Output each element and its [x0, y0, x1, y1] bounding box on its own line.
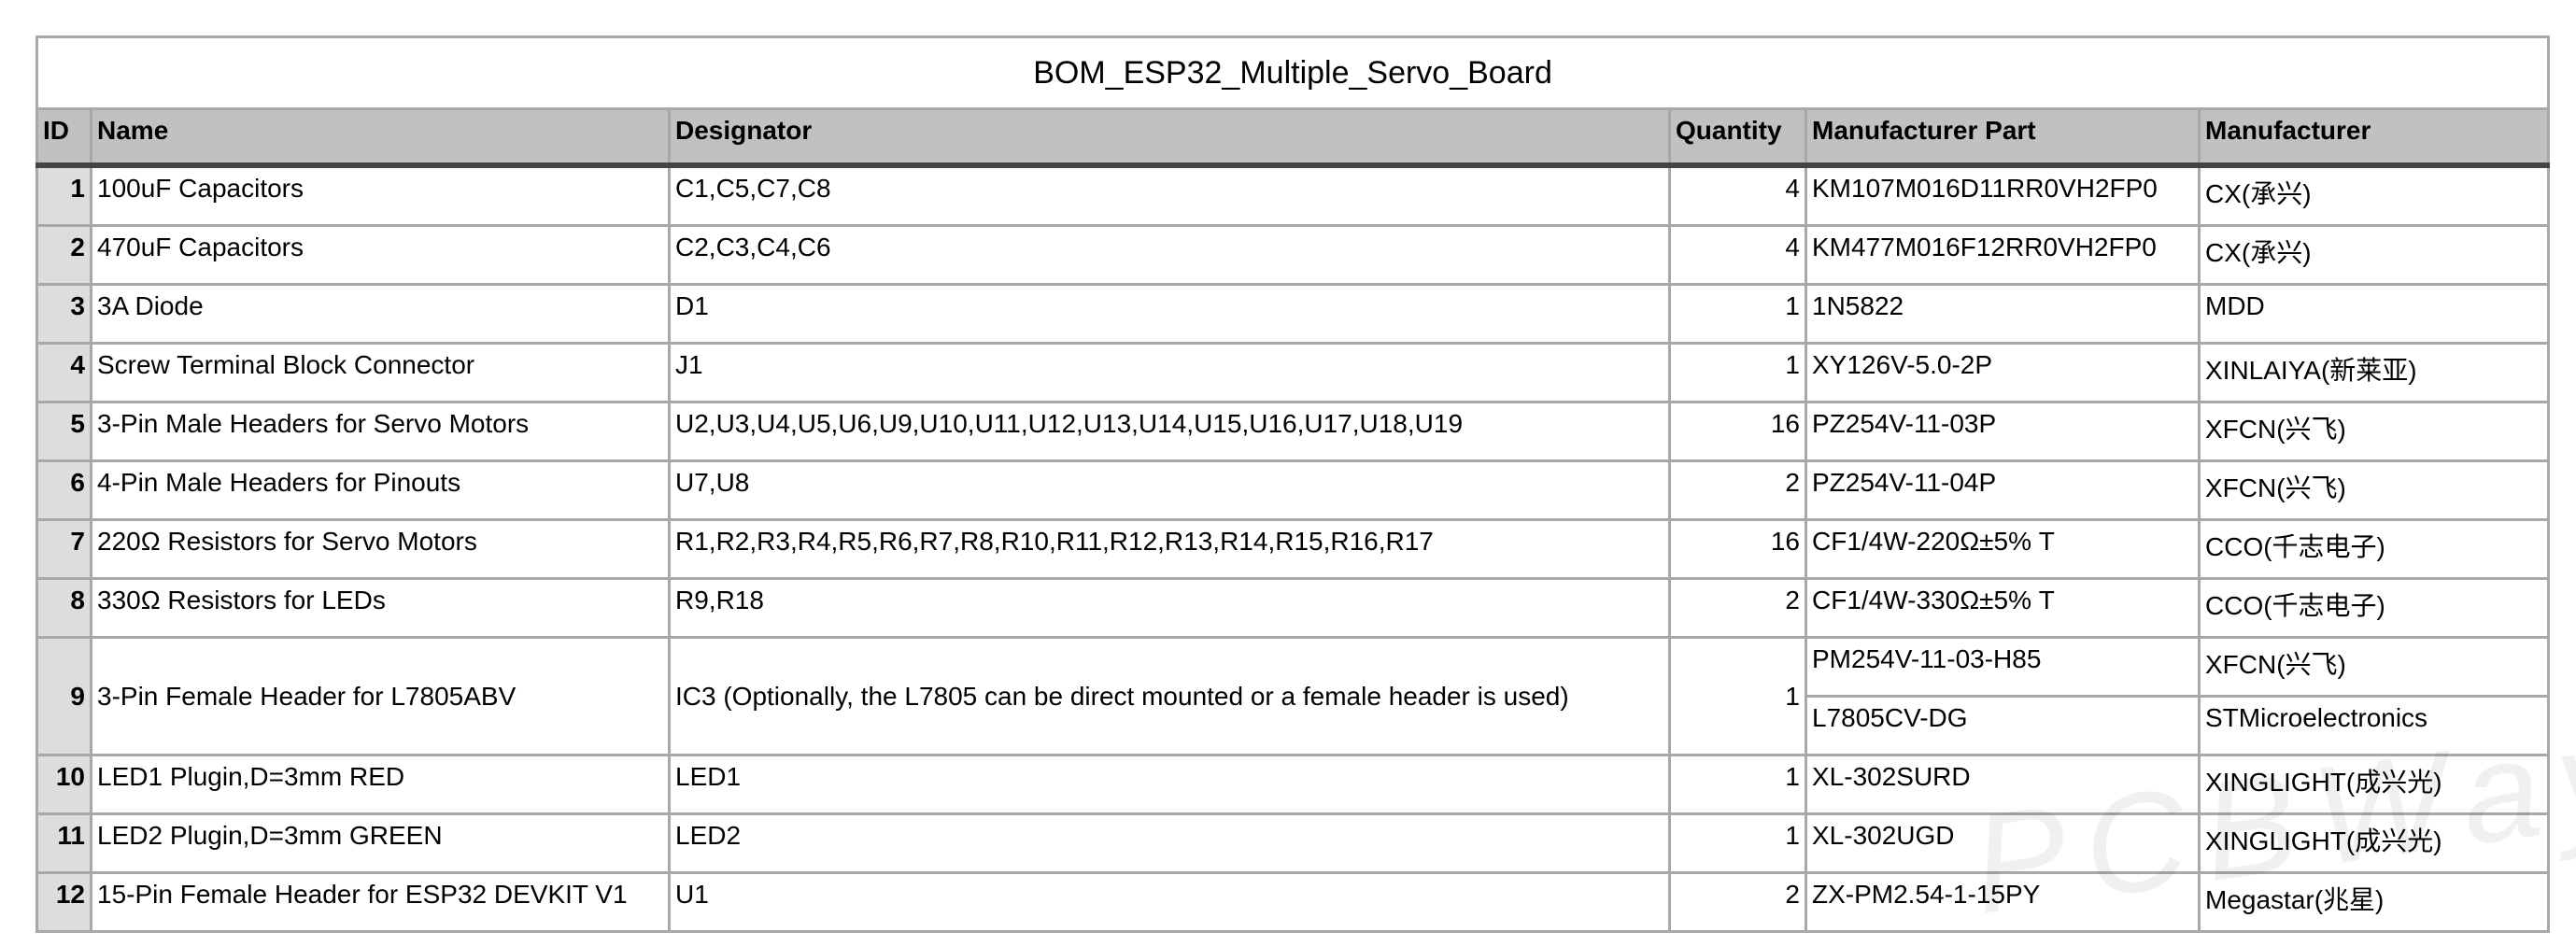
- col-header-name: Name: [90, 107, 671, 168]
- cell-designator: U1: [668, 871, 1671, 933]
- cell-name: 330Ω Resistors for LEDs: [90, 577, 671, 639]
- title-row: BOM_ESP32_Multiple_Servo_Board: [35, 35, 2551, 110]
- table-row: 12 15-Pin Female Header for ESP32 DEVKIT …: [35, 871, 2551, 933]
- cell-designator: C1,C5,C7,C8: [668, 163, 1671, 227]
- table-row: 6 4-Pin Male Headers for Pinouts U7,U8 2 PZ2…: [35, 459, 2551, 521]
- cell-manufacturer: CX(承兴): [2197, 224, 2551, 286]
- cell-name: 3A Diode: [90, 283, 671, 345]
- cell-designator: IC3 (Optionally, the L7805 can be direct…: [668, 636, 1671, 756]
- table-row: 1 100uF Capacitors C1,C5,C7,C8 4 KM107M016D1…: [35, 163, 2551, 227]
- cell-manufacturer-part: XL-302UGD: [1805, 812, 2201, 874]
- cell-designator: LED2: [668, 812, 1671, 874]
- cell-manufacturer: XFCN(兴飞): [2197, 459, 2551, 521]
- cell-quantity: 4: [1668, 224, 1807, 286]
- cell-quantity: 4: [1668, 163, 1807, 227]
- cell-name: 4-Pin Male Headers for Pinouts: [90, 459, 671, 521]
- cell-manufacturer-part: XL-302SURD: [1805, 754, 2201, 815]
- cell-manufacturer-part: CF1/4W-330Ω±5% T: [1805, 577, 2201, 639]
- cell-manufacturer-part: XY126V-5.0-2P: [1805, 342, 2201, 403]
- table-row: 9 3-Pin Female Header for L7805ABV IC3 (Op…: [35, 636, 2551, 756]
- cell-id: 3: [35, 283, 92, 345]
- col-header-quantity: Quantity: [1668, 107, 1807, 168]
- cell-manufacturer-part: L7805CV-DG: [1805, 695, 2201, 756]
- cell-quantity: 16: [1668, 518, 1807, 580]
- cell-manufacturer: CCO(千志电子): [2197, 577, 2551, 639]
- cell-name: Screw Terminal Block Connector: [90, 342, 671, 403]
- table-row: 11 LED2 Plugin,D=3mm GREEN LED2 1 XL-302UGD X…: [35, 812, 2551, 874]
- cell-quantity: 1: [1668, 283, 1807, 345]
- cell-designator: R9,R18: [668, 577, 1671, 639]
- cell-designator: U7,U8: [668, 459, 1671, 521]
- cell-name: 3-Pin Female Header for L7805ABV: [90, 636, 671, 756]
- cell-manufacturer: CX(承兴): [2197, 163, 2551, 227]
- cell-manufacturer-part: 1N5822: [1805, 283, 2201, 345]
- cell-id: 2: [35, 224, 92, 286]
- table-row: L7805CV-DG STMicroelectronics: [37, 695, 2551, 756]
- table-row: 3 3A Diode D1 1 1N5822 MDD: [35, 283, 2551, 345]
- header-row: ID Name Designator Quantity Manufacturer…: [35, 107, 2551, 168]
- cell-quantity: 2: [1668, 871, 1807, 933]
- cell-manufacturer-part: PZ254V-11-03P: [1805, 401, 2201, 462]
- cell-manufacturer: XINLAIYA(新莱亚): [2197, 342, 2551, 403]
- cell-id: 6: [35, 459, 92, 521]
- cell-manufacturer-part: KM107M016D11RR0VH2FP0: [1805, 163, 2201, 227]
- cell-manufacturer: CCO(千志电子): [2197, 518, 2551, 580]
- table-row: 10 LED1 Plugin,D=3mm RED LED1 1 XL-302SURD XI…: [35, 754, 2551, 815]
- cell-name: 470uF Capacitors: [90, 224, 671, 286]
- cell-quantity: 1: [1668, 754, 1807, 815]
- cell-manufacturer-part: KM477M016F12RR0VH2FP0: [1805, 224, 2201, 286]
- cell-manufacturer: STMicroelectronics: [2197, 695, 2551, 756]
- cell-name: 15-Pin Female Header for ESP32 DEVKIT V1: [90, 871, 671, 933]
- cell-quantity: 2: [1668, 459, 1807, 521]
- cell-designator: J1: [668, 342, 1671, 403]
- cell-name: 3-Pin Male Headers for Servo Motors: [90, 401, 671, 462]
- cell-quantity: 1: [1668, 342, 1807, 403]
- cell-name: 220Ω Resistors for Servo Motors: [90, 518, 671, 580]
- cell-quantity: 16: [1668, 401, 1807, 462]
- table-row: 2 470uF Capacitors C2,C3,C4,C6 4 KM477M016F1…: [35, 224, 2551, 286]
- cell-designator: D1: [668, 283, 1671, 345]
- cell-quantity: 1: [1668, 636, 1807, 756]
- table-row: 7 220Ω Resistors for Servo Motors R1,R2,R3…: [35, 518, 2551, 580]
- cell-id: 12: [35, 871, 92, 933]
- cell-quantity: 1: [1668, 812, 1807, 874]
- cell-designator: U2,U3,U4,U5,U6,U9,U10,U11,U12,U13,U14,U1…: [668, 401, 1671, 462]
- table-title: BOM_ESP32_Multiple_Servo_Board: [35, 35, 2551, 110]
- cell-id: 9: [35, 636, 92, 756]
- cell-quantity: 2: [1668, 577, 1807, 639]
- cell-id: 8: [35, 577, 92, 639]
- cell-designator: R1,R2,R3,R4,R5,R6,R7,R8,R10,R11,R12,R13,…: [668, 518, 1671, 580]
- cell-manufacturer-part: PZ254V-11-04P: [1805, 459, 2201, 521]
- cell-name: 100uF Capacitors: [90, 163, 671, 227]
- col-header-manufacturer-part: Manufacturer Part: [1805, 107, 2201, 168]
- table-row: 5 3-Pin Male Headers for Servo Motors U2,U…: [35, 401, 2551, 462]
- table-row: 8 330Ω Resistors for LEDs R9,R18 2 CF1/4W-33…: [35, 577, 2551, 639]
- cell-id: 10: [35, 754, 92, 815]
- cell-id: 5: [35, 401, 92, 462]
- cell-manufacturer-part: PM254V-11-03-H85: [1805, 636, 2201, 698]
- col-header-designator: Designator: [668, 107, 1671, 168]
- cell-manufacturer: XINGLIGHT(成兴光): [2197, 812, 2551, 874]
- cell-manufacturer: Megastar(兆星): [2197, 871, 2551, 933]
- cell-manufacturer: XFCN(兴飞): [2197, 636, 2551, 698]
- cell-manufacturer-part: CF1/4W-220Ω±5% T: [1805, 518, 2201, 580]
- bom-table: BOM_ESP32_Multiple_Servo_Board ID Name D…: [35, 35, 2551, 933]
- cell-name: LED1 Plugin,D=3mm RED: [90, 754, 671, 815]
- table-row: 4 Screw Terminal Block Connector J1 1 XY126V…: [35, 342, 2551, 403]
- cell-name: LED2 Plugin,D=3mm GREEN: [90, 812, 671, 874]
- cell-designator: LED1: [668, 754, 1671, 815]
- cell-id: 1: [35, 163, 92, 227]
- cell-id: 7: [35, 518, 92, 580]
- col-header-manufacturer: Manufacturer: [2197, 107, 2551, 168]
- cell-manufacturer: XINGLIGHT(成兴光): [2197, 754, 2551, 815]
- col-header-id: ID: [35, 107, 92, 168]
- cell-id: 11: [35, 812, 92, 874]
- cell-designator: C2,C3,C4,C6: [668, 224, 1671, 286]
- cell-id: 4: [35, 342, 92, 403]
- cell-manufacturer: MDD: [2197, 283, 2551, 345]
- cell-manufacturer: XFCN(兴飞): [2197, 401, 2551, 462]
- cell-manufacturer-part: ZX-PM2.54-1-15PY: [1805, 871, 2201, 933]
